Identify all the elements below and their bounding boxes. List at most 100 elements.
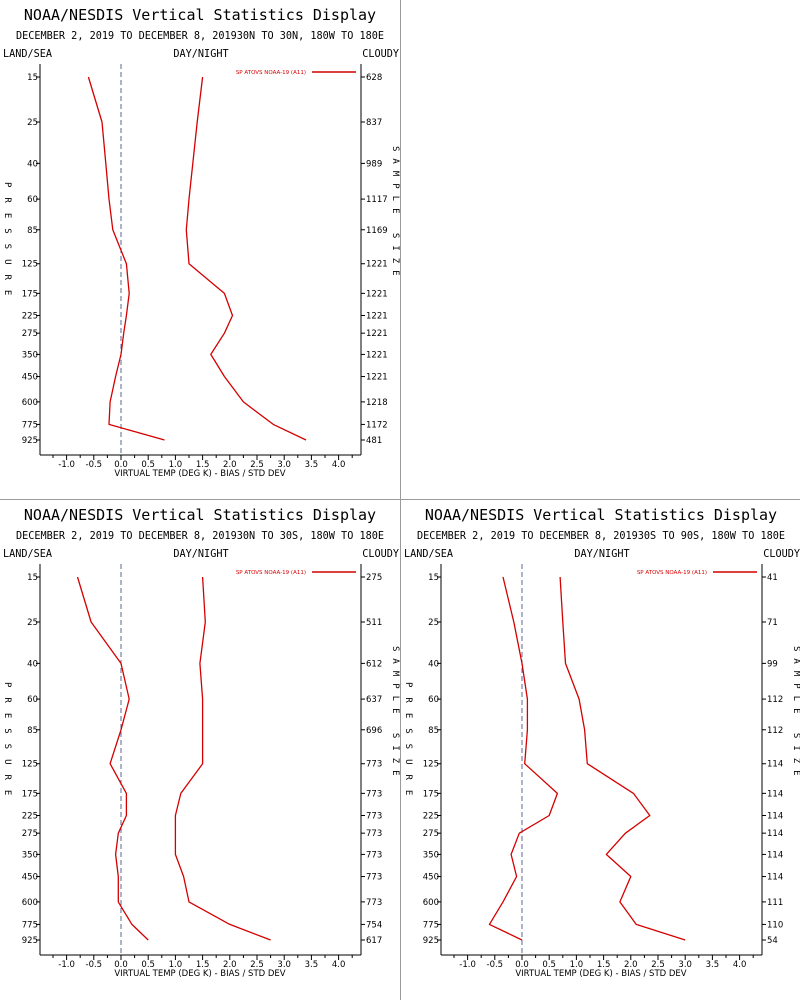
sample-size-label: 773 xyxy=(366,829,382,839)
sample-size-label: 511 xyxy=(366,618,382,628)
sample-size-label: 99 xyxy=(767,659,778,669)
y2-axis-label: SAMPLE SIZE xyxy=(390,146,400,283)
y-axis-label: PRESSURE xyxy=(2,182,12,305)
x-tick-label: -0.5 xyxy=(86,960,103,970)
pressure-tick-label: 85 xyxy=(428,726,439,736)
corner-label-center: DAY/NIGHT xyxy=(173,49,228,60)
x-tick-label: 0.0 xyxy=(114,460,128,470)
pressure-tick-label: 600 xyxy=(22,398,38,408)
x-tick-label: 2.0 xyxy=(223,960,237,970)
x-axis-label: VIRTUAL TEMP (DEG K) - BIAS / STD DEV xyxy=(114,469,285,479)
x-tick-label: 0.0 xyxy=(515,960,529,970)
sample-size-label: 114 xyxy=(767,829,783,839)
pressure-tick-label: 350 xyxy=(22,850,38,860)
legend-label: SP ATOVS NOAA-19 (A11) xyxy=(236,570,306,576)
sample-size-label: 628 xyxy=(366,73,382,83)
pressure-tick-label: 225 xyxy=(22,311,38,321)
pressure-tick-label: 60 xyxy=(27,695,38,705)
chart-subtitle: DECEMBER 2, 2019 TO DECEMBER 8, 201930S … xyxy=(417,531,785,542)
pressure-tick-label: 60 xyxy=(27,195,38,205)
pressure-tick-label: 15 xyxy=(27,573,38,583)
x-tick-label: -0.5 xyxy=(487,960,504,970)
y2-axis-label: SAMPLE SIZE xyxy=(791,646,800,783)
pressure-tick-label: 125 xyxy=(22,760,38,770)
sample-size-label: 773 xyxy=(366,760,382,770)
x-tick-label: 2.0 xyxy=(624,960,638,970)
corner-label-right: CLOUDY xyxy=(362,49,399,60)
pressure-tick-label: 25 xyxy=(428,618,439,628)
x-tick-label: -1.0 xyxy=(459,960,476,970)
pressure-tick-label: 600 xyxy=(423,898,439,908)
pressure-tick-label: 450 xyxy=(423,873,439,883)
panel-divider-vertical xyxy=(400,0,401,1000)
sample-size-label: 1218 xyxy=(366,398,388,408)
sample-size-label: 1221 xyxy=(366,311,388,321)
x-tick-label: 2.5 xyxy=(250,460,264,470)
x-tick-label: 1.5 xyxy=(196,960,210,970)
corner-label-left: LAND/SEA xyxy=(3,49,52,60)
pressure-tick-label: 85 xyxy=(27,726,38,736)
chart-title: NOAA/NESDIS Vertical Statistics Display xyxy=(425,506,777,524)
sample-size-label: 1169 xyxy=(366,226,388,236)
corner-label-right: CLOUDY xyxy=(362,549,399,560)
x-tick-label: 3.5 xyxy=(305,460,319,470)
sample-size-label: 617 xyxy=(366,936,382,946)
pressure-tick-label: 275 xyxy=(22,829,38,839)
sample-size-label: 773 xyxy=(366,873,382,883)
x-tick-label: 2.0 xyxy=(223,460,237,470)
sample-size-label: 1221 xyxy=(366,373,388,383)
corner-label-right: CLOUDY xyxy=(763,549,800,560)
pressure-tick-label: 225 xyxy=(22,811,38,821)
panel-divider-horizontal xyxy=(0,499,800,500)
pressure-tick-label: 275 xyxy=(22,329,38,339)
sample-size-label: 114 xyxy=(767,789,783,799)
sample-size-label: 112 xyxy=(767,695,783,705)
pressure-tick-label: 350 xyxy=(423,850,439,860)
sample-size-label: 1221 xyxy=(366,289,388,299)
series-line-bias xyxy=(488,576,559,941)
sample-size-label: 1221 xyxy=(366,350,388,360)
x-axis-label: VIRTUAL TEMP (DEG K) - BIAS / STD DEV xyxy=(114,969,285,979)
chart-panel-1: NOAA/NESDIS Vertical Statistics Display D… xyxy=(0,0,400,500)
x-tick-label: 3.0 xyxy=(678,960,692,970)
pressure-tick-label: 15 xyxy=(428,573,439,583)
x-tick-label: 0.5 xyxy=(141,960,155,970)
sample-size-label: 112 xyxy=(767,726,783,736)
sample-size-label: 114 xyxy=(767,873,783,883)
x-tick-label: 2.5 xyxy=(250,960,264,970)
sample-size-label: 1221 xyxy=(366,260,388,270)
x-tick-label: 0.5 xyxy=(141,460,155,470)
sample-size-label: 612 xyxy=(366,659,382,669)
sample-size-label: 1221 xyxy=(366,329,388,339)
legend-label: SP ATOVS NOAA-19 (A11) xyxy=(236,70,306,76)
x-tick-label: -0.5 xyxy=(86,460,103,470)
pressure-tick-label: 175 xyxy=(22,789,38,799)
pressure-tick-label: 175 xyxy=(423,789,439,799)
x-tick-label: 3.0 xyxy=(277,960,291,970)
pressure-tick-label: 225 xyxy=(423,811,439,821)
series-line-bias xyxy=(87,76,165,441)
pressure-tick-label: 600 xyxy=(22,898,38,908)
sample-size-label: 696 xyxy=(366,726,382,736)
x-tick-label: 1.0 xyxy=(169,960,183,970)
sample-size-label: 111 xyxy=(767,898,783,908)
x-tick-label: 0.0 xyxy=(114,960,128,970)
series-line-std_dev xyxy=(559,576,686,941)
pressure-tick-label: 40 xyxy=(27,159,38,169)
sample-size-label: 837 xyxy=(366,118,382,128)
pressure-tick-label: 775 xyxy=(22,920,38,930)
sample-size-label: 989 xyxy=(366,159,382,169)
pressure-tick-label: 85 xyxy=(27,226,38,236)
y-axis-label: PRESSURE xyxy=(403,682,413,805)
x-tick-label: 1.0 xyxy=(570,960,584,970)
x-tick-label: 4.0 xyxy=(733,960,747,970)
pressure-tick-label: 775 xyxy=(22,420,38,430)
pressure-tick-label: 175 xyxy=(22,289,38,299)
sample-size-label: 114 xyxy=(767,811,783,821)
chart-subtitle: DECEMBER 2, 2019 TO DECEMBER 8, 201930N … xyxy=(16,531,384,542)
chart-panel-2: NOAA/NESDIS Vertical Statistics Display D… xyxy=(0,500,400,1000)
pressure-tick-label: 60 xyxy=(428,695,439,705)
chart-panel-3: NOAA/NESDIS Vertical Statistics Display D… xyxy=(401,500,800,1000)
x-tick-label: 3.5 xyxy=(706,960,720,970)
sample-size-label: 773 xyxy=(366,898,382,908)
